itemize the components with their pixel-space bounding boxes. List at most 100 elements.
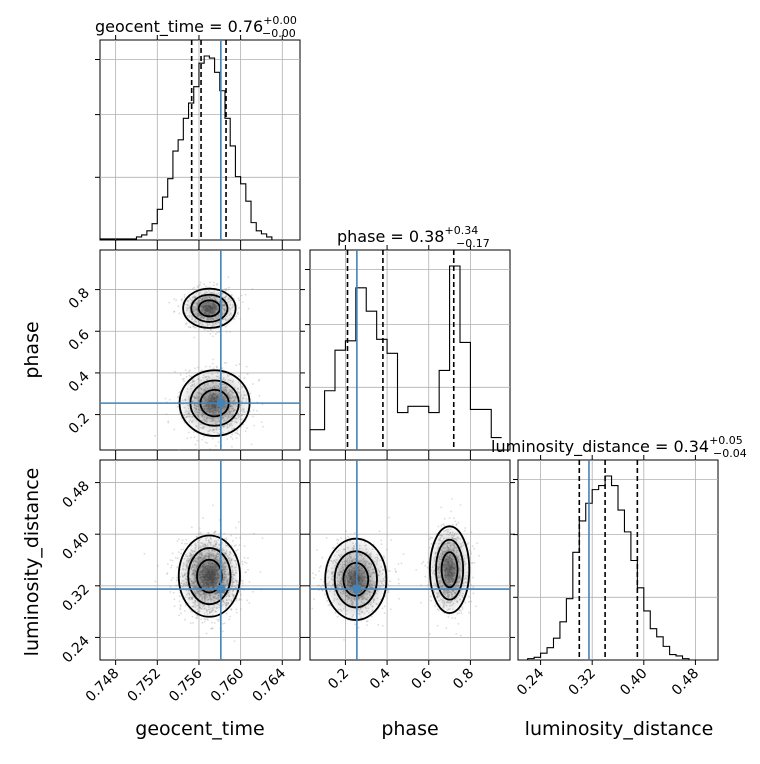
sample-point: [252, 591, 254, 593]
sample-point: [478, 555, 480, 557]
sample-point: [195, 444, 197, 446]
sample-point: [186, 376, 188, 378]
sample-point: [345, 530, 347, 532]
sample-point: [450, 511, 452, 513]
sample-point: [238, 300, 240, 302]
sample-point: [226, 613, 228, 615]
sample-point: [177, 406, 179, 408]
sample-point: [384, 606, 386, 608]
sample-point: [236, 437, 238, 439]
sample-point: [174, 311, 176, 313]
sample-point: [235, 537, 237, 539]
sample-point: [193, 431, 195, 433]
sample-point: [473, 548, 475, 550]
sample-point: [245, 571, 247, 573]
sample-point: [246, 427, 248, 429]
sample-point: [157, 565, 159, 567]
sample-point: [387, 570, 389, 572]
sample-point: [390, 539, 392, 541]
sample-point: [214, 622, 216, 624]
sample-point: [242, 583, 244, 585]
sample-point: [176, 566, 178, 568]
sample-point: [177, 396, 179, 398]
sample-point: [456, 523, 458, 525]
sample-point: [238, 521, 240, 523]
sample-point: [190, 326, 192, 328]
sample-point: [377, 624, 379, 626]
sample-point: [188, 326, 190, 328]
sample-point: [175, 299, 177, 301]
sample-point: [458, 612, 460, 614]
sample-point: [186, 543, 188, 545]
sample-point: [178, 551, 180, 553]
sample-point: [184, 294, 186, 296]
sample-point: [312, 572, 314, 574]
sample-point: [173, 298, 175, 300]
sample-point: [222, 630, 224, 632]
sample-point: [212, 504, 214, 506]
sample-point: [472, 562, 474, 564]
sample-point: [242, 563, 244, 565]
sample-point: [180, 374, 182, 376]
sample-point: [215, 445, 217, 447]
sample-point: [204, 329, 206, 331]
sample-point: [470, 553, 472, 555]
sample-point: [218, 619, 220, 621]
sample-point: [170, 559, 172, 561]
sample-point: [240, 318, 242, 320]
sample-point: [340, 537, 342, 539]
sample-point: [204, 619, 206, 621]
sample-point: [379, 530, 381, 532]
sample-point: [311, 608, 313, 610]
sample-point: [395, 570, 397, 572]
sample-point: [262, 426, 264, 428]
sample-point: [238, 599, 240, 601]
sample-point: [389, 580, 391, 582]
sample-point: [210, 329, 212, 331]
sample-point: [228, 276, 230, 278]
sample-point: [225, 290, 227, 292]
sample-point: [216, 284, 218, 286]
sample-point: [232, 540, 234, 542]
sample-point: [431, 537, 433, 539]
sample-point: [235, 609, 237, 611]
sample-point: [178, 313, 180, 315]
sample-point: [229, 331, 231, 333]
sample-point: [205, 441, 207, 443]
sample-point: [252, 383, 254, 385]
sample-point: [212, 438, 214, 440]
sample-point: [472, 577, 474, 579]
sample-point: [228, 287, 230, 289]
sample-point: [354, 532, 356, 534]
sample-point: [437, 625, 439, 627]
sample-point: [318, 570, 320, 572]
sample-point: [453, 517, 455, 519]
sample-point: [201, 439, 203, 441]
sample-point: [213, 533, 215, 535]
sample-point: [464, 602, 466, 604]
sample-point: [209, 282, 211, 284]
sample-point: [211, 622, 213, 624]
sample-point: [213, 284, 215, 286]
sample-point: [218, 620, 220, 622]
sample-point: [215, 531, 217, 533]
sample-point: [248, 602, 250, 604]
sample-point: [180, 553, 182, 555]
sample-point: [225, 362, 227, 364]
sample-point: [366, 624, 368, 626]
sample-point: [226, 438, 228, 440]
sample-point: [234, 640, 236, 642]
sample-point: [457, 522, 459, 524]
sample-point: [196, 615, 198, 617]
sample-point: [262, 537, 264, 539]
sample-point: [168, 302, 170, 304]
sample-point: [228, 618, 230, 620]
sample-point: [209, 333, 211, 335]
sample-point: [237, 313, 239, 315]
sample-point: [390, 608, 392, 610]
sample-point: [333, 547, 335, 549]
sample-point: [230, 535, 232, 537]
sample-point: [249, 581, 251, 583]
sample-point: [459, 609, 461, 611]
sample-point: [473, 593, 475, 595]
